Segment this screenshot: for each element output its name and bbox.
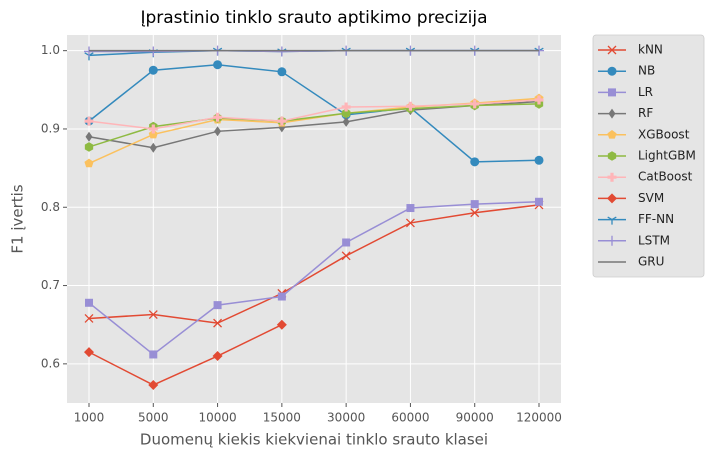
marker [607,193,617,204]
marker [406,204,415,213]
line [88,63,540,163]
marker [405,101,415,111]
marker [607,235,617,246]
y-tick-label: 0.8 [41,200,60,214]
legend-label: GRU [638,255,664,269]
marker [276,46,287,57]
chart-title: Įprastinio tinklo srauto aptikimo preciz… [140,8,487,28]
marker [342,238,351,247]
marker [607,45,617,55]
y-axis-label: F1 įvertis [9,184,27,253]
y-tick-label: 0.6 [41,356,60,370]
marker [470,200,479,209]
legend-label: XGBoost [638,127,690,141]
line [88,204,540,324]
marker [341,102,351,112]
marker [148,129,158,139]
legend-label: SVM [638,191,664,205]
x-tick-label: 60000 [391,411,429,425]
marker [341,251,351,261]
marker [342,116,350,127]
marker [213,60,223,70]
y-tick-label: 0.7 [41,278,60,292]
marker [212,351,223,362]
marker [535,197,543,206]
marker [84,116,94,126]
marker [470,157,480,167]
line [88,201,540,356]
marker [213,301,222,310]
marker [85,131,93,142]
line [88,99,540,130]
legend-label: LSTM [638,233,670,247]
marker [607,151,617,161]
plot-area [67,35,561,403]
marker [84,46,94,57]
x-tick-label: 1000 [74,411,105,425]
marker [607,216,617,225]
marker [276,319,287,330]
y-tick-label: 0.9 [41,121,60,135]
marker [213,112,223,122]
x-tick-label: 90000 [456,411,494,425]
line [88,324,283,386]
y-tick-label: 1.0 [41,43,60,57]
marker [534,95,544,105]
legend-label: LightGBM [638,149,696,163]
marker [608,88,616,97]
legend-label: kNN [638,43,663,57]
marker [607,130,617,139]
marker [148,124,158,134]
marker [213,318,223,328]
legend-label: RF [638,106,653,120]
marker [277,116,287,126]
x-tick-label: 30000 [327,411,365,425]
marker [341,108,351,119]
marker [148,379,159,390]
legend-label: LR [638,85,653,99]
marker [277,292,286,301]
x-tick-label: 15000 [263,411,301,425]
marker [148,65,158,75]
marker [148,46,159,57]
marker [607,172,617,182]
grid [63,35,561,407]
marker [534,155,544,165]
legend-label: FF-NN [638,212,674,226]
legend-label: NB [638,64,655,78]
marker [148,310,158,319]
marker [85,298,93,307]
marker [84,347,94,358]
lines [84,45,544,390]
line [88,103,540,148]
marker [607,66,617,76]
marker [405,218,415,228]
x-tick-label: 10000 [198,411,236,425]
marker [149,350,158,359]
marker [470,208,480,218]
x-axis-label: Duomenų kiekis kiekvienai tinklo srauto … [140,431,488,449]
x-tick-label: 120000 [516,411,562,425]
legend: kNN NB LR RF XGBoost LightGBM CatBoost SVM FF-NN… [598,43,696,269]
marker [84,313,94,323]
legend-label: CatBoost [638,170,693,184]
marker [84,142,94,152]
legend-box [592,34,705,278]
marker [214,126,222,137]
marker [608,108,616,119]
marker [84,158,94,168]
x-tick-label: 5000 [138,411,169,425]
marker [149,142,157,153]
marker [470,99,480,109]
marker [277,67,287,77]
